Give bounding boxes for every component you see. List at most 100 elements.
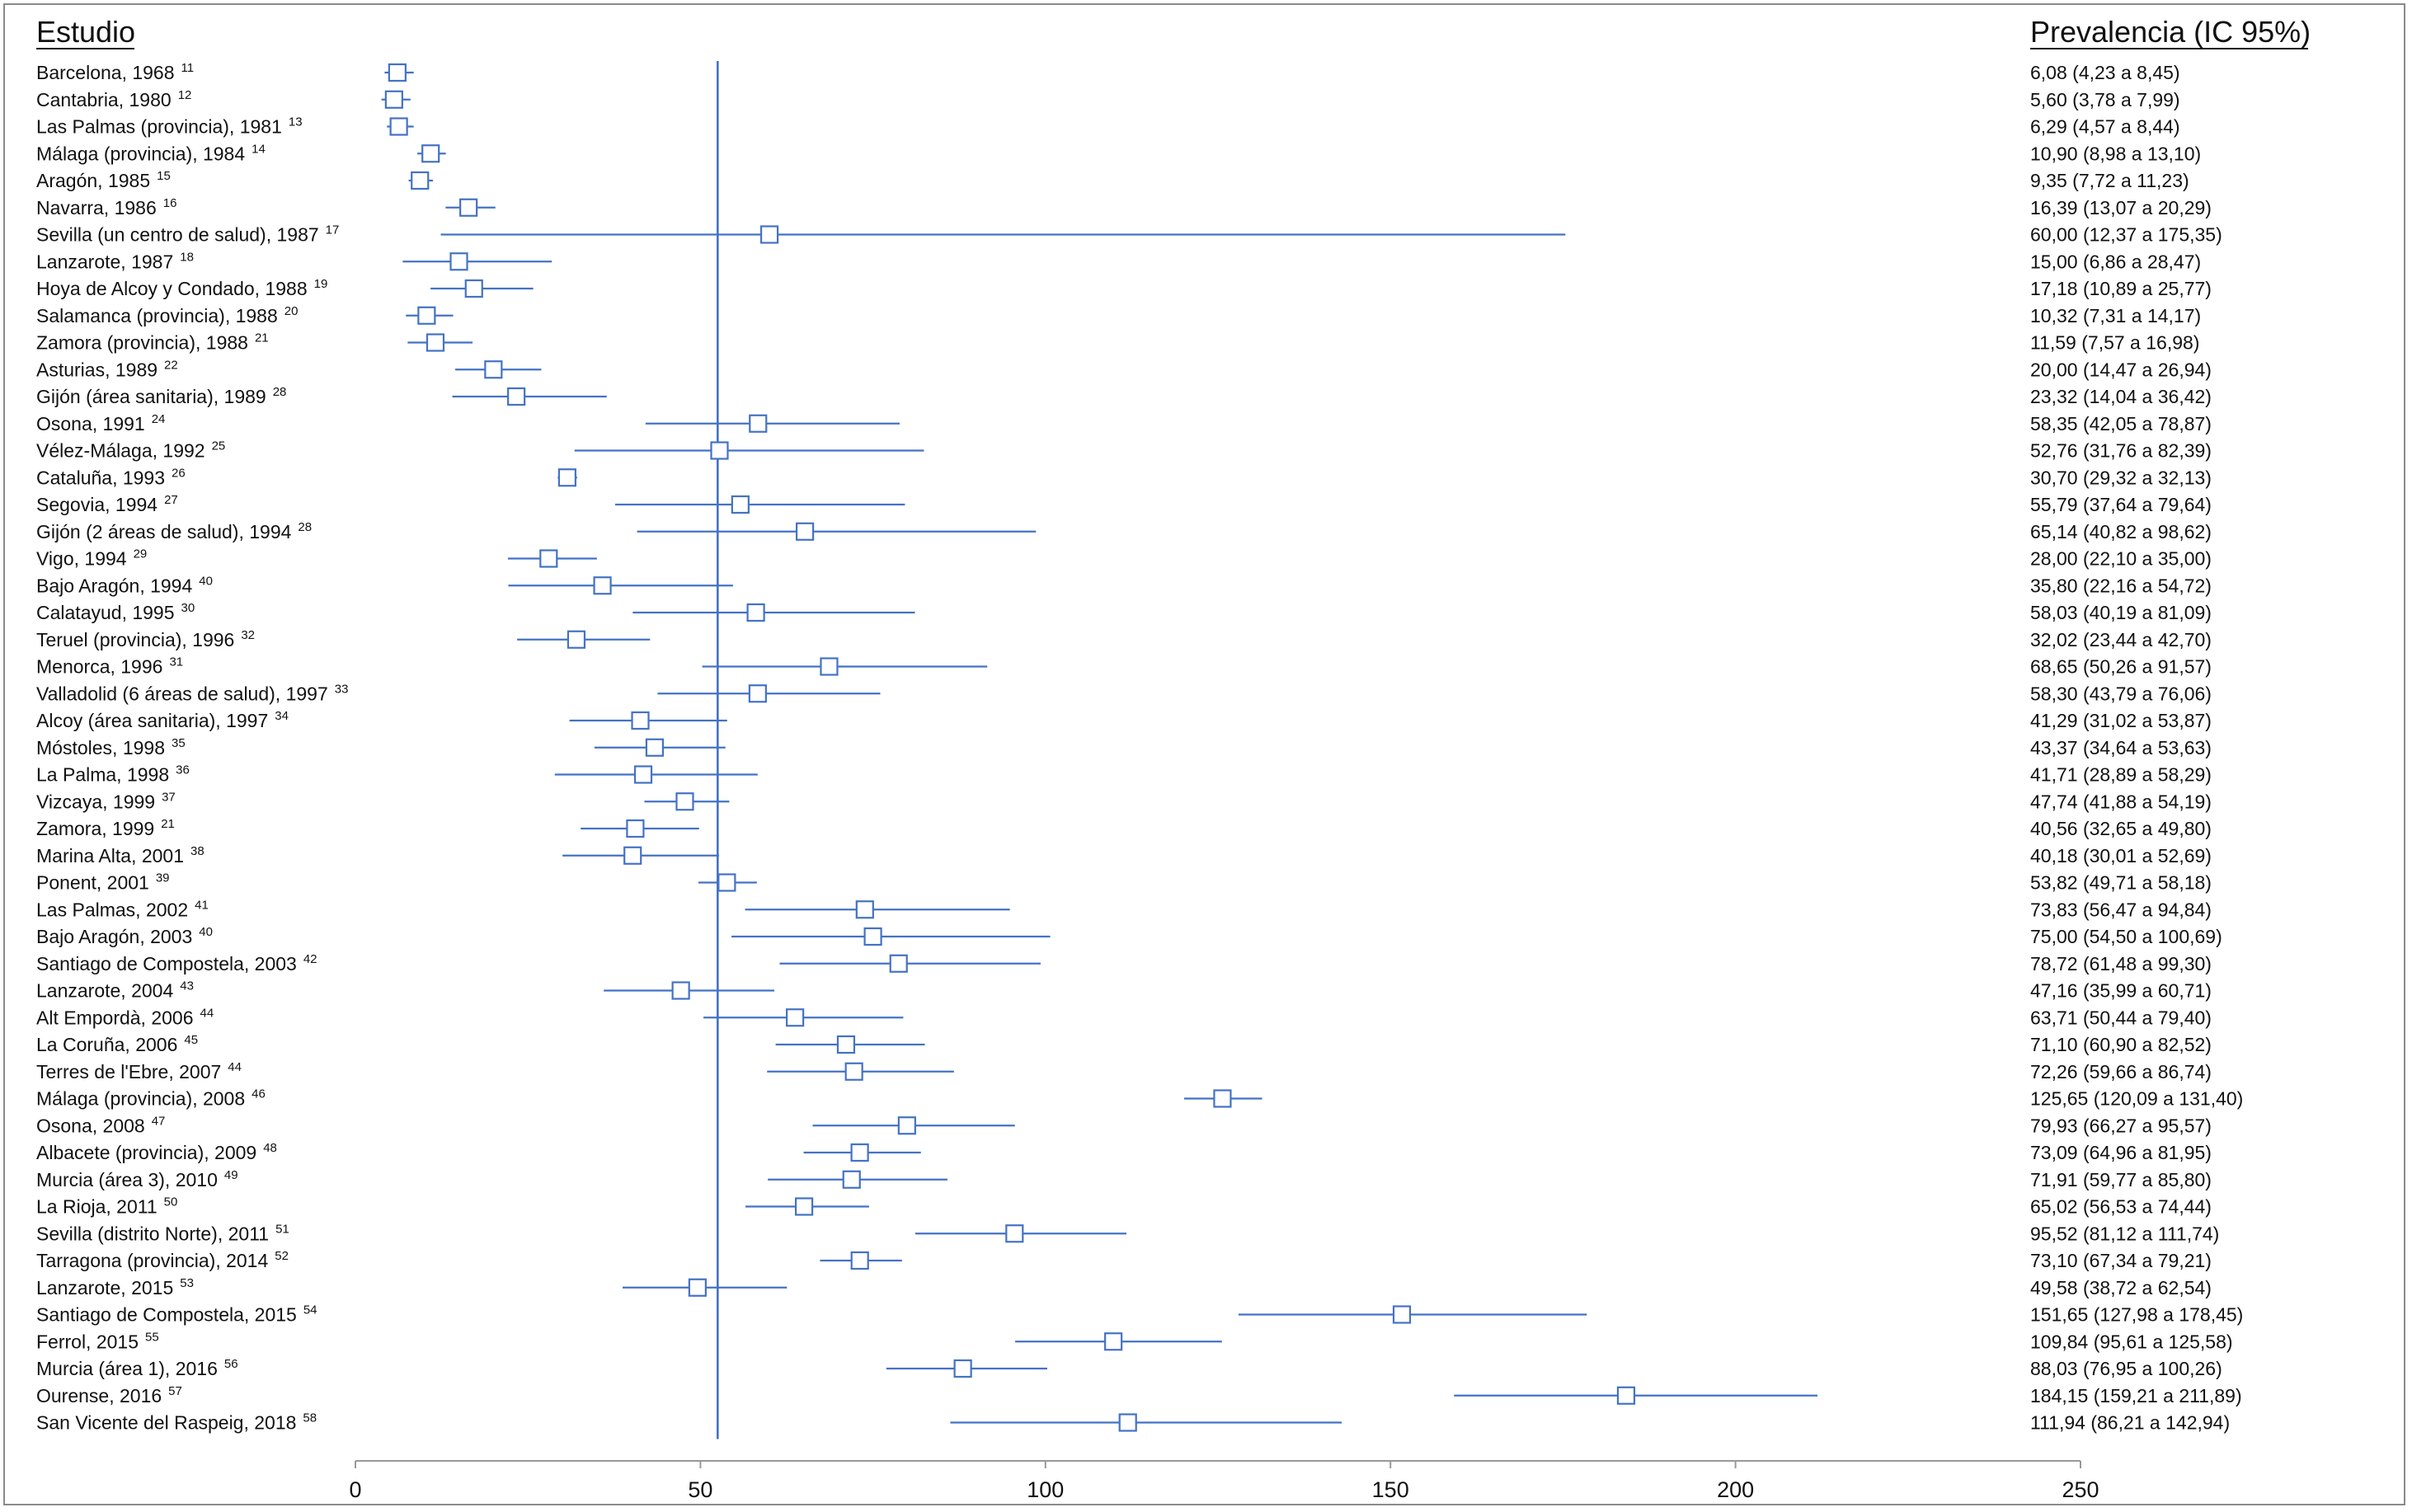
study-label: Zamora (provincia), 1988 21	[36, 331, 269, 354]
forest-plot: Estudio Prevalencia (IC 95%) Barcelona, 1…	[36, 15, 2311, 1502]
study-label: Murcia (área 3), 2010 49	[36, 1168, 238, 1190]
study-name: Alcoy (área sanitaria), 1997	[36, 710, 268, 731]
prevalence-value: 125,65 (120,09 a 131,40)	[2030, 1088, 2243, 1110]
study-reference: 34	[275, 709, 289, 723]
study-label: Málaga (provincia), 1984 14	[36, 142, 266, 164]
study-label: Gijón (área sanitaria), 1989 28	[36, 385, 286, 407]
estimate-marker	[384, 90, 403, 109]
study-reference: 46	[252, 1087, 266, 1101]
study-label: Las Palmas, 2002 41	[36, 898, 209, 920]
study-name: Valladolid (6 áreas de salud), 1997	[36, 683, 328, 704]
estimate-marker	[557, 468, 576, 487]
study-label: La Palma, 1998 36	[36, 763, 190, 786]
study-name: Ferrol, 2015	[36, 1331, 139, 1352]
prevalence-value: 79,93 (66,27 a 95,57)	[2030, 1115, 2212, 1136]
study-reference: 54	[303, 1303, 317, 1317]
study-reference: 39	[156, 871, 170, 885]
study-label: Segovia, 1994 27	[36, 493, 178, 515]
estimate-marker	[539, 549, 558, 568]
estimate-marker	[688, 1278, 707, 1297]
estimate-marker	[1104, 1332, 1123, 1351]
study-name: Las Palmas, 2002	[36, 899, 188, 920]
prevalence-value: 30,70 (29,32 a 32,13)	[2030, 467, 2212, 488]
prevalence-value: 111,94 (86,21 a 142,94)	[2030, 1412, 2230, 1434]
study-reference: 41	[195, 898, 209, 912]
study-reference: 27	[164, 493, 178, 507]
study-label: Teruel (provincia), 1996 32	[36, 628, 255, 650]
prevalence-value: 73,09 (64,96 a 81,95)	[2030, 1142, 2212, 1163]
study-name: Bajo Aragón, 1994	[36, 575, 192, 596]
prevalence-value: 184,15 (159,21 a 211,89)	[2030, 1385, 2242, 1406]
header-study: Estudio	[36, 15, 135, 49]
study-name: Lanzarote, 2004	[36, 980, 173, 1002]
study-name: San Vicente del Raspeig, 2018	[36, 1412, 296, 1434]
study-label: Navarra, 1986 16	[36, 196, 176, 218]
prevalence-value: 23,32 (14,04 a 36,42)	[2030, 386, 2212, 407]
estimate-marker	[850, 1251, 869, 1270]
estimate-marker	[459, 198, 478, 217]
study-name: Hoya de Alcoy y Condado, 1988	[36, 278, 308, 299]
estimate-marker	[748, 684, 767, 703]
study-name: Osona, 2008	[36, 1115, 145, 1136]
estimate-marker	[631, 711, 650, 730]
estimate-marker	[464, 279, 483, 298]
prevalence-value: 10,90 (8,98 a 13,10)	[2030, 143, 2201, 164]
study-reference: 31	[169, 655, 183, 669]
study-name: Murcia (área 1), 2016	[36, 1358, 218, 1379]
study-label: Sevilla (un centro de salud), 1987 17	[36, 223, 339, 246]
study-name: Vizcaya, 1999	[36, 791, 155, 812]
prevalence-value: 47,16 (35,99 a 60,71)	[2030, 980, 2212, 1002]
estimate-marker	[889, 954, 908, 973]
study-label: Albacete (provincia), 2009 48	[36, 1141, 277, 1163]
header-estimate: Prevalencia (IC 95%)	[2030, 15, 2311, 49]
prevalence-value: 43,37 (34,64 a 53,63)	[2030, 737, 2212, 758]
estimate-marker	[507, 387, 526, 406]
estimate-marker	[1392, 1305, 1412, 1324]
study-reference: 24	[152, 412, 166, 426]
x-tick-label: 100	[1027, 1477, 1064, 1502]
prevalence-value: 32,02 (23,44 a 42,70)	[2030, 629, 2212, 650]
study-name: Las Palmas (provincia), 1981	[36, 116, 282, 138]
study-name: Cataluña, 1993	[36, 467, 165, 488]
study-reference: 38	[190, 844, 205, 858]
study-label: Valladolid (6 áreas de salud), 1997 33	[36, 682, 348, 704]
study-label: Cantabria, 1980 12	[36, 88, 191, 110]
study-name: Sevilla (un centro de salud), 1987	[36, 224, 319, 246]
study-name: Tarragona (provincia), 2014	[36, 1250, 268, 1271]
prevalence-value: 15,00 (6,86 a 28,47)	[2030, 251, 2201, 272]
estimate-marker	[897, 1116, 916, 1135]
prevalence-value: 40,18 (30,01 a 52,69)	[2030, 845, 2212, 866]
study-label: Murcia (área 1), 2016 56	[36, 1357, 238, 1379]
study-reference: 57	[168, 1384, 182, 1398]
study-name: La Palma, 1998	[36, 764, 169, 786]
prevalence-value: 58,03 (40,19 a 81,09)	[2030, 602, 2212, 623]
study-name: Ourense, 2016	[36, 1385, 162, 1406]
estimate-marker	[795, 522, 815, 541]
x-tick-label: 150	[1372, 1477, 1409, 1502]
study-reference: 43	[180, 979, 194, 993]
study-name: Barcelona, 1968	[36, 62, 175, 83]
study-reference: 26	[172, 466, 186, 480]
study-label: Bajo Aragón, 1994 40	[36, 574, 213, 596]
study-reference: 14	[252, 142, 266, 156]
study-name: Osona, 1991	[36, 413, 145, 434]
prevalence-value: 47,74 (41,88 a 54,19)	[2030, 791, 2212, 812]
study-name: Vigo, 1994	[36, 548, 127, 570]
study-label: Lanzarote, 2015 53	[36, 1276, 194, 1298]
prevalence-value: 6,29 (4,57 a 8,44)	[2030, 116, 2180, 138]
x-tick-label: 250	[2062, 1477, 2099, 1502]
study-name: Aragón, 1985	[36, 170, 150, 191]
study-label: Santiago de Compostela, 2003 42	[36, 952, 317, 974]
study-reference: 29	[134, 547, 148, 561]
study-label: Aragón, 1985 15	[36, 169, 171, 191]
study-name: Navarra, 1986	[36, 197, 157, 218]
study-reference: 35	[172, 736, 186, 750]
study-name: Segovia, 1994	[36, 494, 158, 515]
estimate-marker	[855, 900, 874, 919]
prevalence-value: 10,32 (7,31 a 14,17)	[2030, 305, 2201, 326]
estimate-marker	[389, 117, 408, 136]
study-name: La Coruña, 2006	[36, 1034, 177, 1055]
study-reference: 44	[228, 1060, 242, 1074]
study-label: Ourense, 2016 57	[36, 1384, 182, 1406]
study-label: Tarragona (provincia), 2014 52	[36, 1249, 289, 1271]
